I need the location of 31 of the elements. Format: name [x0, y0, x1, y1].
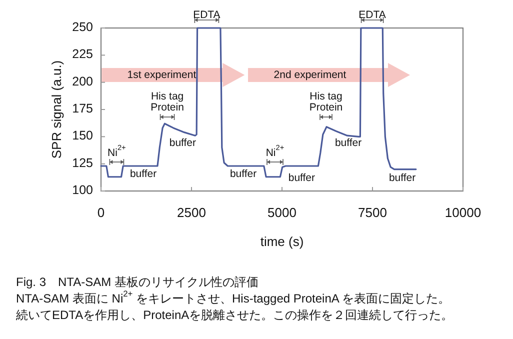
- y-tick-label: 125: [72, 156, 94, 170]
- y-tick-label: 250: [72, 20, 94, 34]
- y-tick-label: 150: [72, 128, 94, 143]
- text: NTA-SAM 表面に Ni$^{2+}$ をキレートさせ、His-tagged ProteinA を表面に固定した。: [16, 288, 450, 306]
- text: Fig. 3 NTA-SAM 基板のリサイクル性の評価: [16, 275, 258, 290]
- x-axis-title: time (s): [260, 234, 304, 250]
- x-tick-label: 5000: [268, 205, 296, 220]
- text: 続いてEDTAを作用し、ProteinAを脱離させた。この操作を２回連続して行った。: [15, 308, 454, 322]
- x-tick-label: 7500: [358, 205, 387, 220]
- annotation: Ni$^{2+}$: [266, 143, 284, 159]
- annotation: buffer: [288, 172, 316, 184]
- y-axis-title: SPR signal (a.u.): [49, 60, 64, 159]
- y-tick-label: 200: [72, 74, 94, 89]
- annotation: 2nd experiment: [274, 68, 346, 81]
- y-tick-label: 100: [72, 183, 94, 198]
- x-tick-label: 2500: [177, 205, 206, 220]
- annotation: buffer: [388, 172, 416, 184]
- text: EDTA: [358, 8, 386, 21]
- annotation: His tag Protein: [150, 90, 184, 114]
- y-tick-label: 225: [72, 47, 94, 62]
- x-tick-label: 0: [97, 205, 105, 220]
- annotation: buffer: [230, 168, 258, 180]
- annotation: buffer: [169, 136, 197, 149]
- y-tick-label: 175: [72, 102, 94, 116]
- annotation: His tag Protein: [309, 90, 343, 114]
- annotation: buffer: [130, 168, 158, 180]
- text: EDTA: [193, 8, 220, 21]
- x-tick-label: 10000: [444, 205, 482, 220]
- annotation: Ni$^{2+}$: [108, 143, 126, 159]
- annotation: buffer: [334, 136, 362, 149]
- annotation: 1st experiment: [127, 68, 196, 81]
